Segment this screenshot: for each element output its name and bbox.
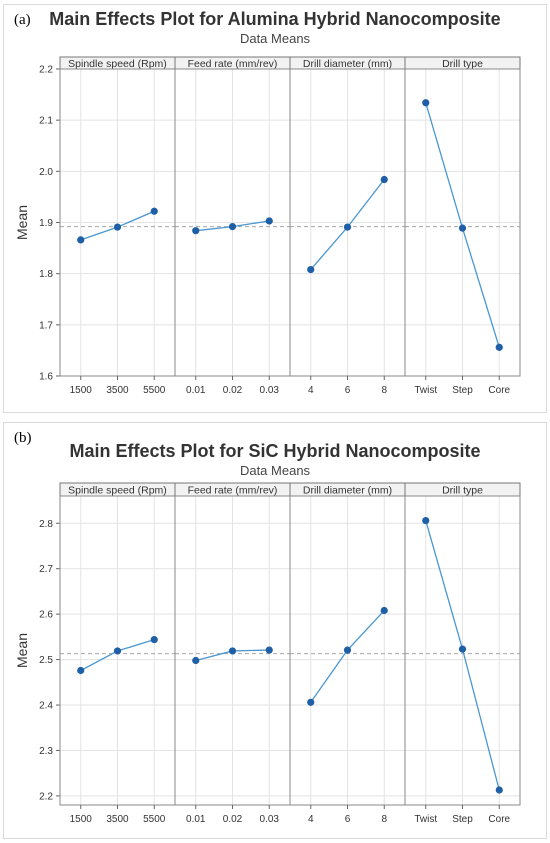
data-point: [265, 646, 273, 654]
y-tick-label: 2.0: [39, 167, 53, 178]
data-point: [422, 99, 430, 107]
factor-panel: Spindle speed (Rpm) 1500 3500 5500: [59, 482, 176, 825]
factor-panel: Drill diameter (mm) 4 6 8: [289, 56, 406, 396]
x-tick-label: 1500: [70, 385, 93, 396]
chart-title: Main Effects Plot for SiC Hybrid Nanocom…: [69, 441, 481, 461]
data-point: [422, 516, 430, 525]
data-point: [495, 343, 503, 351]
figure-frame: [3, 4, 547, 413]
x-tick-label: 0.02: [223, 814, 243, 825]
chart-subtitle: Data Means: [239, 463, 311, 478]
x-tick-label: 5500: [143, 814, 166, 825]
data-point: [150, 635, 158, 644]
y-axis-label: Mean: [14, 633, 30, 668]
panel-header-label: Drill diameter (mm): [303, 58, 392, 70]
data-point: [113, 223, 122, 231]
data-point: [113, 647, 122, 655]
x-tick-label: 0.02: [223, 385, 243, 396]
panel-header-label: Spindle speed (Rpm): [68, 485, 167, 497]
y-tick-label: 2.1: [39, 116, 53, 127]
factor-panel: Drill type Twist Step Core: [404, 56, 521, 396]
x-tick-label: Step: [452, 385, 473, 396]
data-point: [228, 222, 237, 231]
chart-subtitle: Data Means: [239, 31, 311, 46]
figure-a: (a) Main Effects Plot for Alumina Hybrid…: [0, 0, 550, 418]
x-tick-label: Core: [488, 814, 510, 825]
x-tick-label: Twist: [414, 385, 437, 396]
x-tick-label: 6: [345, 385, 351, 396]
y-tick-label: 2.3: [39, 746, 53, 757]
y-tick-label: 1.6: [39, 372, 53, 383]
main-effects-plot-b: Mean 2.2 2.3 2.4 2.5 2.6 2.7 2.8 Spindle speed (…: [14, 482, 521, 825]
figure-frame: [3, 422, 547, 839]
panel-header-label: Drill diameter (mm): [303, 485, 392, 497]
x-tick-label: Step: [452, 814, 473, 825]
panel-header-label: Spindle speed (Rpm): [68, 58, 167, 70]
x-tick-label: 1500: [70, 814, 93, 825]
y-tick-label: 2.4: [39, 701, 53, 712]
y-tick-label: 2.7: [39, 564, 53, 575]
x-tick-label: 6: [345, 814, 351, 825]
data-point: [343, 646, 352, 654]
data-point: [380, 606, 388, 615]
x-tick-label: 3500: [106, 814, 129, 825]
panel-header-label: Drill type: [442, 58, 483, 70]
panel-label: (b): [14, 430, 32, 446]
y-tick-label: 1.8: [39, 269, 53, 280]
x-tick-label: 8: [381, 385, 387, 396]
y-tick-label: 1.7: [39, 320, 53, 331]
y-tick-label: 2.2: [39, 65, 53, 76]
x-tick-label: 4: [308, 385, 314, 396]
data-point: [458, 224, 467, 232]
x-tick-label: 8: [381, 814, 387, 825]
x-tick-label: 3500: [106, 385, 129, 396]
factor-panel: Feed rate (mm/rev) 0.01 0.02 0.03: [174, 482, 291, 825]
panel-header-label: Feed rate (mm/rev): [188, 58, 278, 70]
y-axis-label: Mean: [14, 205, 30, 240]
x-tick-label: 0.01: [186, 385, 206, 396]
factor-panel: Drill diameter (mm) 4 6 8: [289, 482, 406, 825]
data-point: [192, 656, 200, 665]
y-tick-label: 1.9: [39, 218, 53, 229]
data-point: [380, 175, 388, 184]
x-tick-label: 0.03: [260, 385, 280, 396]
data-point: [228, 647, 237, 655]
y-tick-label: 2.5: [39, 655, 53, 666]
panel-header-label: Feed rate (mm/rev): [188, 485, 278, 497]
factor-panel: Feed rate (mm/rev) 0.01 0.02 0.03: [174, 56, 291, 396]
data-point: [495, 786, 503, 794]
x-tick-label: Core: [488, 385, 510, 396]
data-point: [307, 265, 315, 274]
x-tick-label: 5500: [143, 385, 166, 396]
data-point: [77, 666, 85, 675]
x-tick-label: 0.03: [260, 814, 280, 825]
y-tick-label: 2.2: [39, 791, 53, 802]
y-tick-label: 2.8: [39, 519, 53, 530]
data-point: [458, 645, 467, 653]
figure-b: (b) Main Effects Plot for SiC Hybrid Nan…: [0, 418, 550, 843]
data-point: [77, 236, 85, 244]
x-tick-label: 4: [308, 814, 314, 825]
main-effects-plot-a: Mean 1.6 1.7 1.8 1.9 2.0 2.1 2.2 Spindle speed (…: [14, 56, 521, 396]
y-tick-label: 2.6: [39, 610, 53, 621]
x-tick-label: Twist: [414, 814, 437, 825]
data-point: [192, 227, 200, 235]
data-point: [150, 207, 158, 215]
panel-label: (a): [14, 12, 31, 28]
x-tick-label: 0.01: [186, 814, 206, 825]
data-point: [307, 698, 315, 706]
data-point: [265, 217, 273, 225]
data-point: [343, 223, 352, 231]
factor-panel: Spindle speed (Rpm) 1500 3500 5500: [59, 56, 176, 396]
chart-title: Main Effects Plot for Alumina Hybrid Nan…: [49, 9, 501, 29]
panel-header-label: Drill type: [442, 485, 483, 497]
factor-panel: Drill type Twist Step Core: [404, 482, 521, 825]
